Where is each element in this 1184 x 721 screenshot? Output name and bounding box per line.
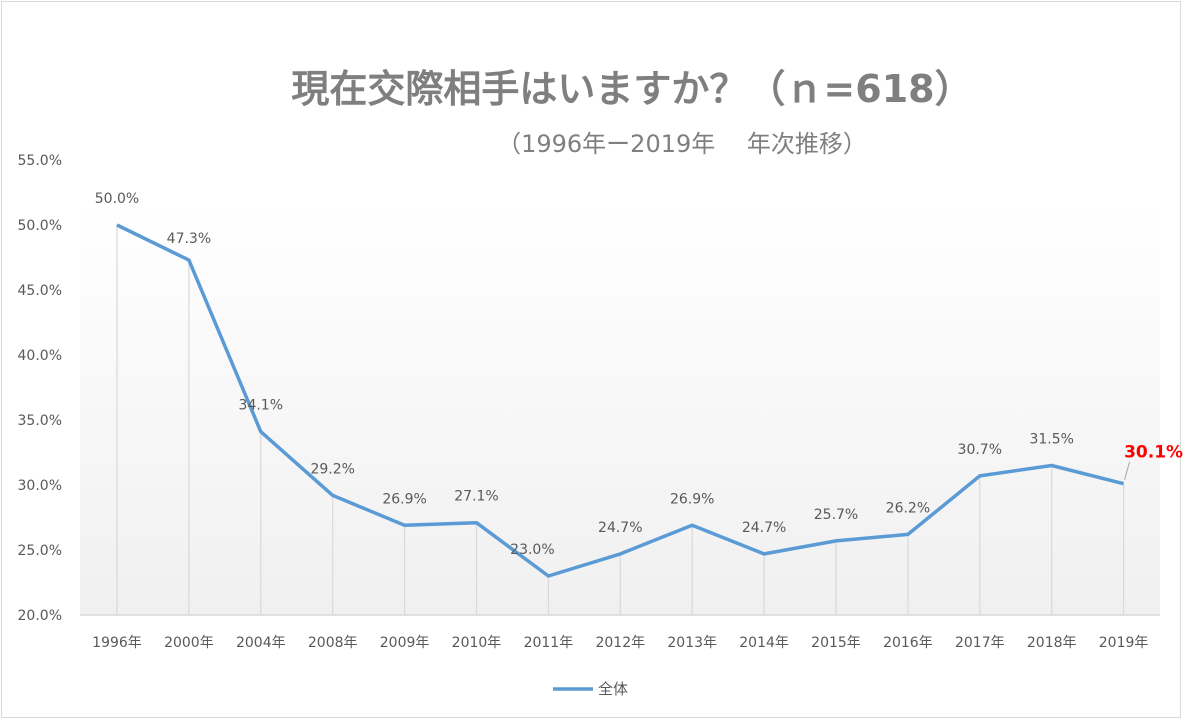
x-tick-label: 2014年: [739, 635, 789, 651]
x-tick-label: 2009年: [380, 635, 430, 651]
y-tick-label: 50.0%: [18, 218, 62, 234]
x-tick-label: 2011年: [524, 635, 574, 651]
x-tick-label: 2000年: [164, 635, 214, 651]
data-label: 24.7%: [598, 520, 642, 536]
x-tick-label: 2008年: [308, 635, 358, 651]
data-label: 26.2%: [886, 500, 930, 516]
x-tick-label: 2019年: [1099, 635, 1149, 651]
data-label: 47.3%: [167, 231, 211, 247]
data-label: 29.2%: [310, 461, 354, 477]
y-tick-label: 55.0%: [18, 153, 62, 169]
x-tick-label: 2012年: [595, 635, 645, 651]
x-tick-label: 2010年: [452, 635, 502, 651]
x-tick-label: 2016年: [883, 635, 933, 651]
data-label: 26.9%: [382, 491, 426, 507]
y-tick-label: 30.0%: [18, 478, 62, 494]
data-label: 34.1%: [239, 398, 283, 414]
data-label: 26.9%: [670, 491, 714, 507]
y-tick-label: 45.0%: [18, 283, 62, 299]
x-tick-label: 2013年: [667, 635, 717, 651]
y-tick-label: 20.0%: [18, 608, 62, 624]
data-label: 31.5%: [1029, 432, 1073, 448]
data-label: 50.0%: [95, 191, 139, 207]
series-line-全体: [116, 223, 1125, 578]
x-tick-label: 2018年: [1027, 635, 1077, 651]
legend-label: 全体: [598, 680, 628, 698]
x-tick-label: 1996年: [92, 635, 142, 651]
data-label: 24.7%: [742, 520, 786, 536]
x-tick-label: 2004年: [236, 635, 286, 651]
data-label: 30.1%: [1124, 443, 1183, 463]
data-label: 27.1%: [454, 489, 498, 505]
y-tick-label: 35.0%: [18, 413, 62, 429]
data-label-leader-line: [1124, 461, 1131, 480]
data-label: 25.7%: [814, 507, 858, 523]
chart-title: 現在交際相手はいますか？（ｎ=618）: [291, 67, 973, 111]
y-tick-label: 25.0%: [18, 543, 62, 559]
x-tick-label: 2015年: [811, 635, 861, 651]
data-label: 23.0%: [510, 542, 554, 558]
x-tick-label: 2017年: [955, 635, 1005, 651]
y-tick-label: 40.0%: [18, 348, 62, 364]
chart-subtitle: （1996年ー2019年 年次推移）: [497, 130, 867, 158]
data-label: 30.7%: [958, 442, 1002, 458]
